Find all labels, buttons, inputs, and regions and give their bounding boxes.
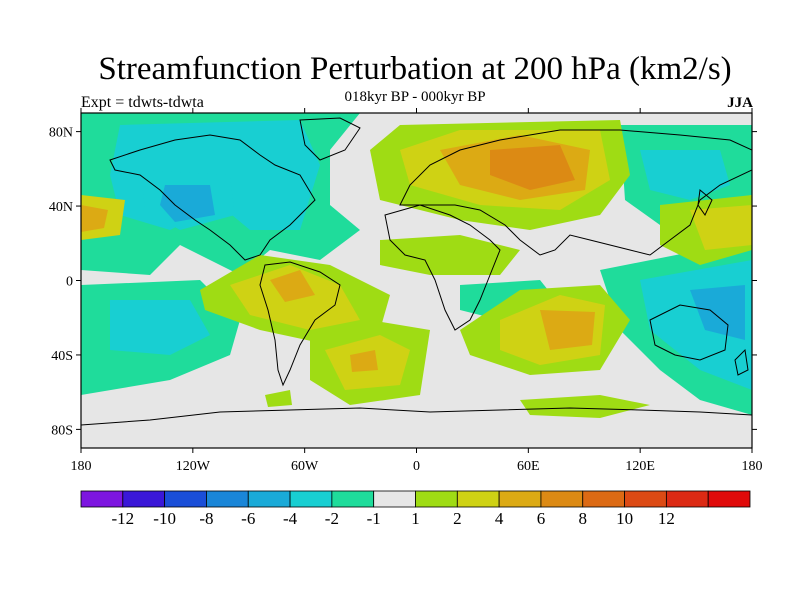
colorbar-swatch xyxy=(498,490,542,508)
colorbar-swatch xyxy=(582,490,625,508)
colorbar-swatch xyxy=(540,490,584,508)
lat-tick-label: 80S xyxy=(51,423,73,438)
colorbar-swatch xyxy=(331,490,375,508)
colorbar-swatch xyxy=(206,490,249,508)
colorbar-swatch xyxy=(289,490,333,508)
colorbar-swatch xyxy=(707,490,751,508)
colorbar-swatch xyxy=(373,490,416,508)
colorbar-label: 10 xyxy=(616,509,633,528)
lon-tick-label: 120E xyxy=(625,459,655,474)
colorbar-label: 12 xyxy=(658,509,675,528)
longitude-axis: 180 120W 60W 0 60E 120E 180 xyxy=(71,108,763,474)
lon-tick-label: 120W xyxy=(176,459,211,474)
contour-positive-south-indian-peak xyxy=(540,310,595,350)
colorbar-swatch xyxy=(80,490,124,508)
coastline-north-america xyxy=(109,134,316,261)
contour-positive-west-pacific-north-core xyxy=(81,205,108,232)
contour-positive-east-asia-core xyxy=(690,205,752,250)
season-label: JJA xyxy=(727,95,753,111)
coastline-greenland xyxy=(299,117,361,161)
colorbar-label: 8 xyxy=(579,509,588,528)
colorbar-swatch xyxy=(122,490,166,508)
colorbar-swatch xyxy=(624,490,667,508)
colorbar-label: 6 xyxy=(537,509,546,528)
colorbar-label: -2 xyxy=(325,509,339,528)
contour-negative-core xyxy=(160,185,215,222)
colorbar-swatch xyxy=(456,490,500,508)
contour-positive-africa xyxy=(380,235,520,275)
contour-field xyxy=(81,113,752,448)
colorbar-label: 2 xyxy=(453,509,462,528)
coastline-japan xyxy=(697,189,713,216)
colorbar-swatch xyxy=(665,490,709,508)
coastline-eurasia xyxy=(399,129,752,256)
colorbar-label: -8 xyxy=(199,509,213,528)
contour-positive-southeast-pacific xyxy=(265,390,292,407)
lat-tick-label: 40N xyxy=(49,200,73,215)
lat-tick-label: 80N xyxy=(49,126,73,141)
contour-negative-australia-core xyxy=(690,285,745,340)
colorbar-label: -12 xyxy=(111,509,134,528)
lon-tick-label: 60E xyxy=(517,459,540,474)
lat-tick-label: 40S xyxy=(51,349,73,364)
colorbar-label: 1 xyxy=(411,509,420,528)
contour-positive-antarctic xyxy=(520,395,650,418)
contour-negative-south-pacific-core xyxy=(110,300,210,355)
colorbar: -12 -10 -8 -6 -4 -2 -1 1 2 4 6 8 10 12 xyxy=(80,490,751,528)
colorbar-label: -10 xyxy=(153,509,176,528)
plot-title: Streamfunction Perturbation at 200 hPa (… xyxy=(98,51,732,87)
contour-positive-south-america-peak xyxy=(270,270,315,302)
coastline-new-zealand xyxy=(734,348,749,376)
colorbar-label: -4 xyxy=(283,509,298,528)
latitude-axis: 80N 40N 0 40S 80S xyxy=(49,126,757,438)
coastlines xyxy=(81,117,752,426)
plot-subtitle: 018kyr BP - 000kyr BP xyxy=(344,89,486,105)
colorbar-swatch xyxy=(164,490,207,508)
lat-tick-label: 0 xyxy=(66,275,73,290)
coastline-south-america xyxy=(259,261,341,387)
colorbar-label: 4 xyxy=(495,509,504,528)
coastline-australia xyxy=(649,304,729,361)
coastline-antarctica xyxy=(81,407,752,426)
colorbar-label: -6 xyxy=(241,509,255,528)
coastline-africa xyxy=(384,204,501,331)
colorbar-swatch xyxy=(415,490,458,508)
lon-tick-label: 180 xyxy=(71,459,92,474)
contour-positive-south-atlantic-peak xyxy=(350,350,378,372)
colorbar-label: -1 xyxy=(367,509,381,528)
experiment-label: Expt = tdwts-tdwta xyxy=(81,94,204,111)
contour-negative-siberia-core xyxy=(640,150,730,200)
contour-positive-eurasia-peak xyxy=(490,145,575,190)
lon-tick-label: 180 xyxy=(742,459,763,474)
colorbar-swatch xyxy=(247,490,291,508)
lon-tick-label: 60W xyxy=(291,459,319,474)
lon-tick-label: 0 xyxy=(413,459,420,474)
